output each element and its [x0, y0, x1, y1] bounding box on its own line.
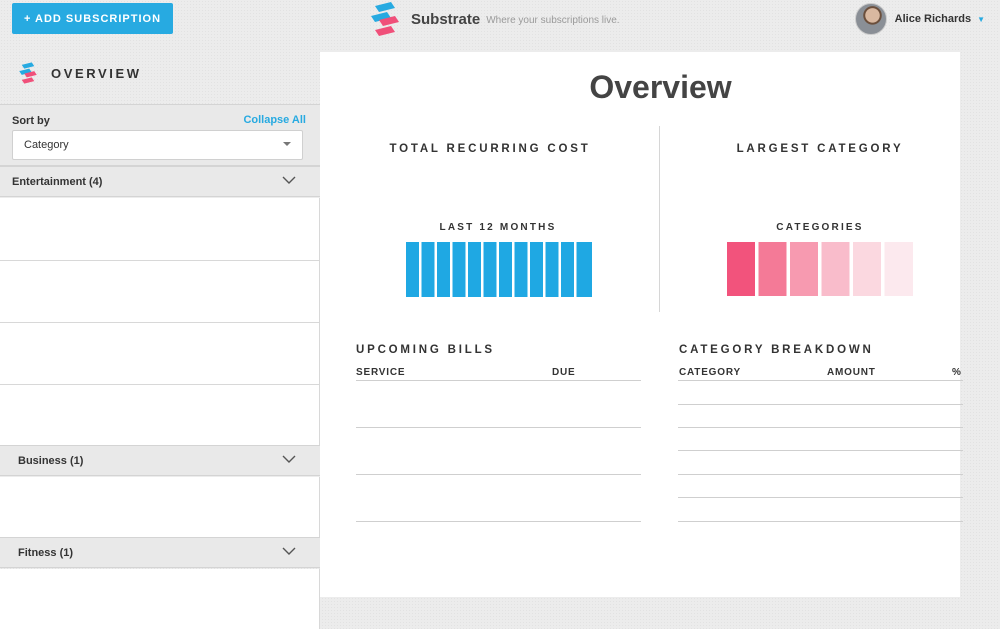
table-row: [356, 474, 641, 475]
category-label: Business (1): [18, 454, 84, 467]
category-swatch: [884, 242, 913, 296]
table-row: [356, 427, 641, 428]
table-header-divider: [678, 380, 963, 381]
category-row-business[interactable]: Business (1): [0, 445, 320, 476]
subscription-card[interactable]: [0, 569, 320, 629]
month-bar: [545, 242, 559, 297]
month-bar: [452, 242, 466, 297]
sidebar-title: OVERVIEW: [51, 65, 142, 81]
table-row: [678, 404, 963, 405]
subscription-card[interactable]: [0, 198, 320, 260]
caret-down-icon: [283, 142, 291, 146]
category-breakdown-title: CATEGORY BREAKDOWN: [679, 344, 874, 356]
table-row: [678, 450, 963, 451]
category-label: Entertainment (4): [12, 175, 103, 188]
chevron-down-icon[interactable]: [282, 175, 296, 185]
sort-panel: Sort by Collapse All Category: [0, 104, 320, 166]
column-header-due: DUE: [552, 367, 576, 378]
avatar[interactable]: [854, 3, 887, 35]
column-header-amount: AMOUNT: [827, 367, 876, 378]
month-bar: [468, 242, 481, 297]
sort-select-value: Category: [24, 139, 69, 151]
sidebar: OVERVIEW Sort by Collapse All Category E…: [0, 40, 320, 629]
brand-tagline: Where your subscriptions live.: [486, 14, 620, 26]
brand-name: Substrate: [411, 10, 481, 28]
category-row-fitness[interactable]: Fitness (1): [0, 537, 320, 568]
caret-down-icon[interactable]: ▼: [977, 14, 985, 24]
category-swatch: [758, 242, 787, 296]
overview-panel: Overview TOTAL RECURRING COST LAST 12 MO…: [320, 52, 963, 597]
chevron-down-icon[interactable]: [282, 454, 296, 464]
category-swatch: [853, 242, 881, 296]
table-row: [678, 497, 963, 498]
sort-label: Sort by: [12, 115, 50, 127]
substrate-logo-icon: [371, 2, 399, 36]
month-bar: [530, 242, 543, 297]
month-bar: [406, 242, 419, 297]
chevron-down-icon[interactable]: [282, 546, 296, 556]
month-bar: [499, 242, 512, 297]
substrate-logo-icon: [19, 62, 37, 84]
user-menu[interactable]: Alice Richards ▼: [854, 3, 985, 35]
month-bar: [421, 242, 435, 297]
subscription-card[interactable]: [0, 322, 320, 384]
user-name[interactable]: Alice Richards: [894, 13, 972, 25]
subscription-card[interactable]: [0, 477, 320, 538]
category-swatch: [727, 242, 755, 296]
sort-select[interactable]: Category: [12, 130, 303, 160]
categories-caption: CATEGORIES: [776, 222, 864, 233]
category-label: Fitness (1): [18, 546, 74, 559]
brand: Substrate Where your subscriptions live.: [369, 2, 620, 36]
month-bar: [514, 242, 528, 297]
category-swatch: [821, 242, 850, 296]
upcoming-bills-title: UPCOMING BILLS: [356, 344, 495, 356]
month-bar: [437, 242, 450, 297]
largest-category-title: LARGEST CATEGORY: [736, 143, 904, 155]
column-header-percent: %: [952, 367, 962, 378]
subscription-card[interactable]: [0, 260, 320, 322]
total-recurring-cost-title: TOTAL RECURRING COST: [389, 143, 591, 155]
page-title: Overview: [589, 69, 732, 105]
month-bar: [561, 242, 574, 297]
column-header-service: SERVICE: [356, 367, 406, 378]
table-row: [678, 521, 963, 522]
table-row: [356, 521, 641, 522]
table-row: [678, 474, 963, 475]
category-row-entertainment[interactable]: Entertainment (4): [0, 166, 320, 197]
top-bar: + ADD SUBSCRIPTION Substrate Where your …: [0, 0, 1000, 40]
last-12-months-caption: LAST 12 MONTHS: [439, 222, 557, 233]
divider: [659, 126, 660, 312]
subscription-card[interactable]: [0, 384, 320, 445]
category-swatch: [790, 242, 818, 296]
monthly-cost-bars: [406, 242, 592, 297]
table-row: [678, 427, 963, 428]
collapse-all-link[interactable]: Collapse All: [243, 114, 306, 126]
sidebar-header: OVERVIEW: [18, 62, 142, 84]
month-bar: [483, 242, 497, 297]
column-header-category: CATEGORY: [679, 367, 741, 378]
category-swatches: [727, 242, 913, 296]
month-bar: [576, 242, 592, 297]
table-header-divider: [356, 380, 641, 381]
add-subscription-button[interactable]: + ADD SUBSCRIPTION: [12, 3, 173, 34]
